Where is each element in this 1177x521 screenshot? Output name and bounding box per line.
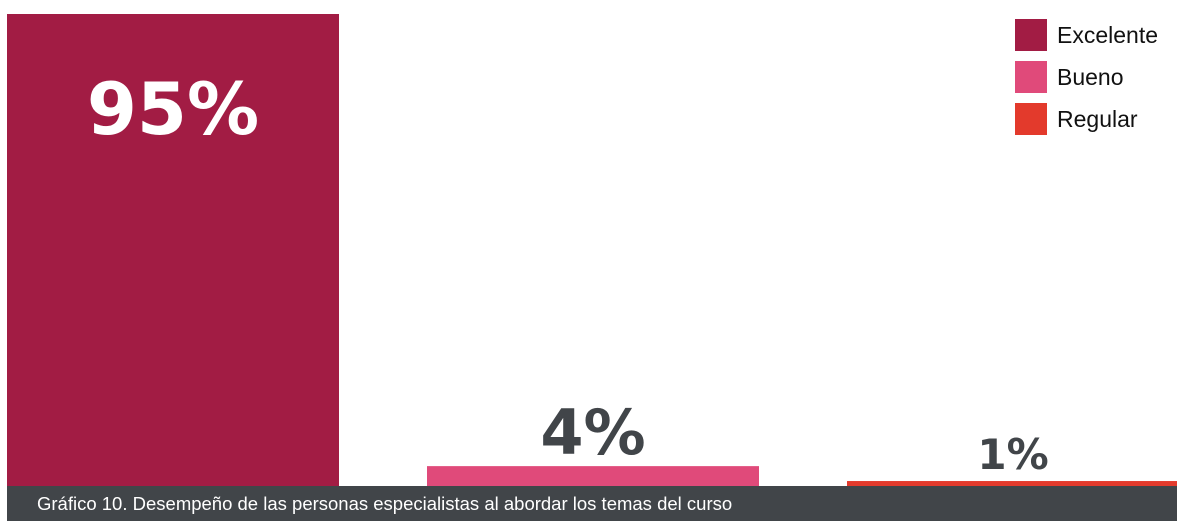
bar-value-label-bueno: 4% [540, 396, 645, 469]
legend-swatch-excelente [1015, 19, 1047, 51]
legend-item-bueno: Bueno [1015, 56, 1177, 98]
bar-chart: 95% 4% 1% [7, 14, 1177, 486]
chart-area: 95% 4% 1% Excelente Bueno Regular [7, 14, 1177, 486]
bar-regular [847, 481, 1177, 486]
chart-caption: Gráfico 10. Desempeño de las personas es… [37, 492, 733, 514]
legend-item-regular: Regular [1015, 98, 1177, 140]
legend-item-excelente: Excelente [1015, 14, 1177, 56]
legend: Excelente Bueno Regular [1015, 14, 1177, 140]
bar-excelente [7, 14, 339, 486]
legend-swatch-bueno [1015, 61, 1047, 93]
legend-label-regular: Regular [1057, 105, 1138, 132]
legend-swatch-regular [1015, 103, 1047, 135]
bar-value-label-excelente: 95% [87, 67, 259, 151]
bar-bueno [427, 466, 759, 486]
legend-label-excelente: Excelente [1057, 21, 1159, 48]
legend-label-bueno: Bueno [1057, 63, 1124, 90]
caption-bar: Gráfico 10. Desempeño de las personas es… [7, 486, 1177, 521]
bar-value-label-regular: 1% [977, 430, 1048, 479]
